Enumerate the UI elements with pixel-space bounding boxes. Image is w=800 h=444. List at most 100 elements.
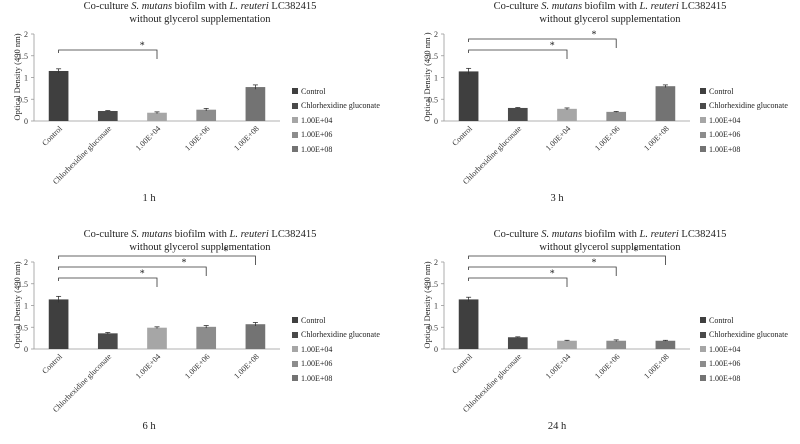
y-tick-label: 0	[434, 117, 438, 126]
chart-title-line1: Co-culture S. mutans biofilm with L. reu…	[83, 1, 317, 12]
legend-label: 1.00E+06	[709, 359, 741, 369]
category-label: Control	[450, 124, 474, 148]
legend-item-chlorhexidine: Chlorhexidine gluconate	[700, 328, 788, 343]
significance-star: *	[182, 258, 187, 269]
legend-item-1e6: 1.00E+06	[292, 357, 380, 372]
legend-label: 1.00E+04	[301, 344, 333, 354]
legend-item-1e8: 1.00E+08	[700, 142, 788, 157]
category-label: 1.00E+06	[183, 352, 212, 381]
y-tick-label: 1.5	[428, 52, 438, 61]
significance-star: *	[140, 269, 145, 280]
chart-title: Co-culture S. mutans biofilm with L. reu…	[440, 228, 780, 254]
legend-item-control: Control	[292, 84, 380, 99]
legend-item-control: Control	[700, 313, 788, 328]
y-tick-label: 2	[434, 258, 438, 267]
time-label: 3 h	[550, 193, 564, 204]
legend-item-1e8: 1.00E+08	[292, 142, 380, 157]
bar-0	[458, 71, 479, 121]
bar-2	[557, 108, 577, 121]
chart-title: Co-culture S. mutans biofilm with L. reu…	[30, 0, 370, 26]
significance-bracket	[468, 49, 568, 59]
bar-1	[507, 337, 528, 349]
legend-swatch	[700, 102, 706, 109]
y-tick-label: 0	[24, 345, 28, 354]
significance-star: *	[550, 41, 555, 52]
legend-item-1e6: 1.00E+06	[292, 128, 380, 143]
bar-2	[147, 327, 167, 349]
y-tick-label: 0.5	[18, 323, 28, 332]
category-label: Control	[450, 352, 474, 376]
chart-title: Co-culture S. mutans biofilm with L. reu…	[440, 0, 780, 26]
significance-star: *	[223, 247, 228, 258]
legend-label: 1.00E+06	[709, 130, 741, 140]
legend-item-1e4: 1.00E+04	[292, 113, 380, 128]
legend-swatch	[700, 117, 706, 124]
y-tick-label: 0	[434, 345, 438, 354]
legend-swatch	[700, 131, 706, 138]
chart-legend: Control Chlorhexidine gluconate 1.00E+04…	[700, 84, 788, 157]
time-label: 1 h	[142, 193, 156, 204]
chart-legend: Control Chlorhexidine gluconate 1.00E+04…	[700, 313, 788, 386]
significance-star: *	[592, 30, 597, 41]
significance-bracket	[468, 266, 617, 276]
chart-title-line2: without glycerol supplementation	[129, 242, 271, 253]
legend-label: 1.00E+08	[709, 144, 741, 154]
legend-label: 1.00E+08	[301, 144, 333, 154]
category-label: Control	[40, 124, 64, 148]
significance-star: *	[550, 269, 555, 280]
legend-swatch	[700, 360, 706, 367]
chart-title-line2: without glycerol supplementation	[539, 14, 681, 25]
category-label: 1.00E+08	[232, 124, 261, 153]
legend-swatch	[700, 331, 706, 338]
category-label: 1.00E+08	[642, 352, 671, 381]
legend-swatch	[700, 346, 706, 353]
chart-legend: Control Chlorhexidine gluconate 1.00E+04…	[292, 84, 380, 157]
chart-title-line1: Co-culture S. mutans biofilm with L. reu…	[493, 229, 727, 240]
y-tick-label: 1.5	[428, 280, 438, 289]
significance-bracket	[58, 49, 158, 59]
significance-bracket	[58, 255, 256, 265]
legend-label: 1.00E+08	[709, 373, 741, 383]
significance-bracket	[58, 266, 207, 276]
y-tick-label: 1	[24, 302, 28, 311]
significance-bracket	[468, 277, 568, 287]
chart-panel-6h: Co-culture S. mutans biofilm with L. reu…	[0, 228, 400, 444]
legend-label: 1.00E+08	[301, 373, 333, 383]
y-tick-label: 2	[24, 30, 28, 39]
significance-star: *	[592, 258, 597, 269]
y-tick-label: 0.5	[18, 95, 28, 104]
legend-label: Chlorhexidine gluconate	[301, 101, 380, 111]
time-label: 6 h	[142, 421, 156, 432]
y-tick-label: 1	[434, 302, 438, 311]
y-tick-label: 1.5	[18, 280, 28, 289]
legend-item-1e8: 1.00E+08	[700, 371, 788, 386]
legend-item-1e4: 1.00E+04	[700, 113, 788, 128]
legend-item-1e8: 1.00E+08	[292, 371, 380, 386]
legend-swatch	[292, 88, 298, 95]
chart-title-line2: without glycerol supplementation	[539, 242, 681, 253]
legend-label: 1.00E+06	[301, 130, 333, 140]
chart-panel-24h: Co-culture S. mutans biofilm with L. reu…	[410, 228, 800, 444]
category-label: 1.00E+04	[134, 124, 163, 153]
legend-swatch	[292, 375, 298, 382]
legend-label: Control	[301, 86, 326, 96]
legend-swatch	[292, 360, 298, 367]
y-tick-label: 1	[434, 74, 438, 83]
legend-label: Control	[709, 86, 734, 96]
y-tick-label: 0.5	[428, 323, 438, 332]
category-label: 1.00E+06	[593, 124, 622, 153]
bar-3	[606, 340, 627, 349]
y-tick-label: 2	[434, 30, 438, 39]
legend-item-1e4: 1.00E+04	[700, 342, 788, 357]
chart-title: Co-culture S. mutans biofilm with L. reu…	[30, 228, 370, 254]
significance-star: *	[140, 41, 145, 52]
bar-2	[557, 340, 577, 349]
legend-swatch	[700, 146, 706, 153]
category-label: 1.00E+04	[544, 352, 573, 381]
category-label: 1.00E+06	[593, 352, 622, 381]
legend-label: Chlorhexidine gluconate	[709, 330, 788, 340]
bar-3	[606, 111, 627, 121]
chart-title-line2: without glycerol supplementation	[129, 14, 271, 25]
